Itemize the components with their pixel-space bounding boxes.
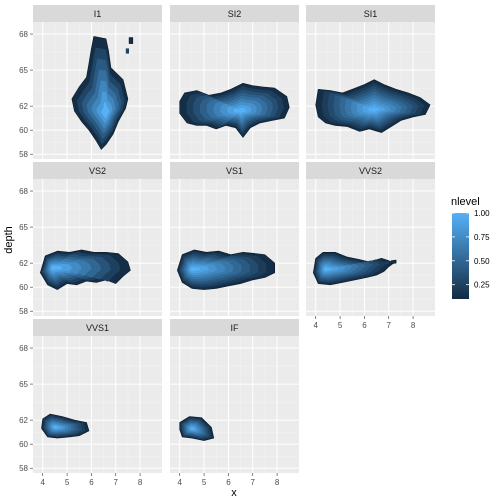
density-bands <box>177 249 276 290</box>
facet-vs2: VS2 <box>33 162 162 316</box>
x-tick-label: 5 <box>202 478 207 487</box>
facet-label: IF <box>231 323 240 333</box>
facet-label: I1 <box>94 9 102 19</box>
density-band <box>125 48 129 54</box>
facet-if: IF <box>170 319 299 473</box>
density-bands <box>312 252 397 286</box>
density-band <box>324 267 333 271</box>
x-axis-title: x <box>231 487 237 499</box>
density-bands <box>71 36 134 150</box>
x-tick-label: 4 <box>41 478 46 487</box>
density-band <box>128 37 134 44</box>
y-tick-label: 62 <box>19 259 28 268</box>
density-band <box>368 106 380 112</box>
x-tick-label: 7 <box>114 478 119 487</box>
density-band <box>390 259 397 265</box>
density-band <box>384 261 389 265</box>
facet-strip <box>170 5 299 22</box>
x-tick-label: 7 <box>251 478 256 487</box>
y-tick-label: 62 <box>19 102 28 111</box>
x-tick-label: 8 <box>275 478 280 487</box>
facet-panels: I1 SI2 SI1 VS2 VS1 VVS2 VVS1 IF <box>33 5 435 473</box>
x-tick-label: 4 <box>178 478 183 487</box>
density-band <box>233 107 246 114</box>
x-tick-label: 6 <box>226 478 231 487</box>
density-band <box>190 427 195 430</box>
facet-si2: SI2 <box>170 5 299 159</box>
y-tick-label: 58 <box>19 150 28 159</box>
facet-label: SI1 <box>364 9 378 19</box>
facet-strip <box>33 319 162 336</box>
y-tick-label: 65 <box>19 223 28 232</box>
facet-label: VS2 <box>89 166 106 176</box>
facet-label: VVS2 <box>359 166 382 176</box>
facet-strip <box>170 319 299 336</box>
density-bands <box>179 83 290 138</box>
legend-colorbar <box>452 213 469 299</box>
x-tick-label: 5 <box>65 478 70 487</box>
panel-background <box>170 179 299 316</box>
facet-label: VS1 <box>226 166 243 176</box>
legend: nlevel 1.00 0.75 0.50 0.25 <box>451 196 490 299</box>
density-bands <box>315 79 431 133</box>
facet-label: VVS1 <box>86 323 109 333</box>
y-tick-label: 60 <box>19 440 28 449</box>
legend-title: nlevel <box>451 196 480 208</box>
x-tick-label: 5 <box>338 321 343 330</box>
density-bands <box>179 416 215 441</box>
x-tick-label: 6 <box>362 321 367 330</box>
y-tick-label: 68 <box>19 187 28 196</box>
facet-strip <box>306 5 435 22</box>
y-tick-label: 60 <box>19 126 28 135</box>
y-tick-label: 68 <box>19 30 28 39</box>
legend-tick-label: 1.00 <box>474 209 490 218</box>
facet-vvs1: VVS1 <box>33 319 162 473</box>
y-tick-label: 60 <box>19 283 28 292</box>
density-band <box>53 426 59 429</box>
y-tick-label: 58 <box>19 464 28 473</box>
facet-label: SI2 <box>228 9 242 19</box>
facet-strip <box>33 162 162 179</box>
panel-background <box>33 336 162 473</box>
facet-i1: I1 <box>33 5 162 159</box>
legend-tick-label: 0.25 <box>474 281 490 290</box>
x-tick-label: 7 <box>387 321 392 330</box>
density-band <box>101 102 110 119</box>
y-tick-label: 58 <box>19 307 28 316</box>
facet-vs1: VS1 <box>170 162 299 316</box>
density-band <box>190 267 201 272</box>
y-tick-label: 62 <box>19 416 28 425</box>
x-tick-label: 4 <box>314 321 319 330</box>
density-band <box>51 265 63 271</box>
legend-tick-label: 0.50 <box>474 257 490 266</box>
y-tick-label: 68 <box>19 344 28 353</box>
facet-strip <box>170 162 299 179</box>
x-tick-label: 8 <box>411 321 416 330</box>
facet-strip <box>33 5 162 22</box>
panel-background <box>33 179 162 316</box>
y-tick-label: 65 <box>19 66 28 75</box>
y-axis-title: depth <box>3 226 15 254</box>
facet-vvs2: VVS2 <box>306 162 435 316</box>
panel-background <box>306 179 435 316</box>
facet-si1: SI1 <box>306 5 435 159</box>
x-tick-label: 6 <box>89 478 94 487</box>
density-bands <box>41 413 90 439</box>
facet-strip <box>306 162 435 179</box>
density-bands <box>39 249 131 290</box>
x-tick-label: 8 <box>138 478 143 487</box>
panel-background <box>170 336 299 473</box>
legend-tick-label: 0.75 <box>474 233 490 242</box>
y-tick-label: 65 <box>19 380 28 389</box>
